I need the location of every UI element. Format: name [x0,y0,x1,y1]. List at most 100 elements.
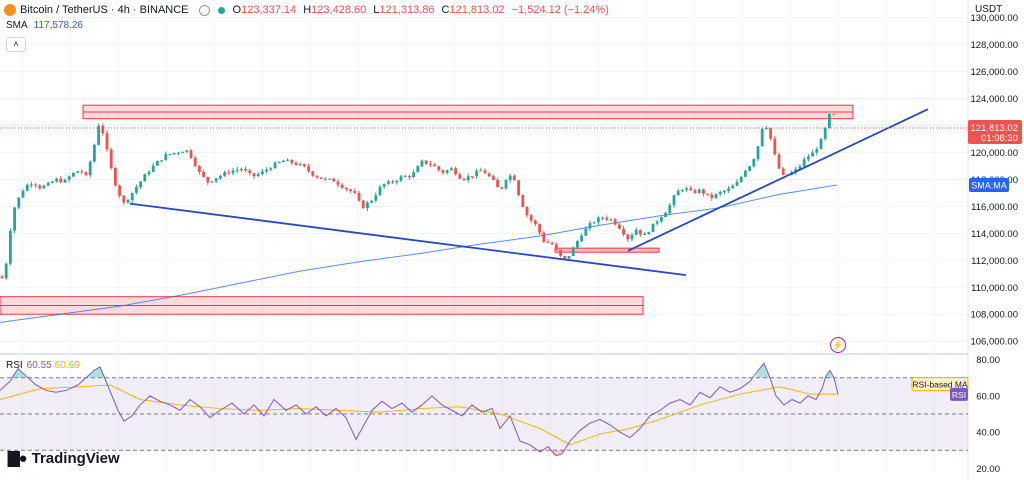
candle-body [109,149,113,169]
candle-body [118,185,121,196]
candle-body [214,178,218,182]
candle-body [248,170,252,174]
candle-body [571,247,575,256]
candle-body [550,242,554,245]
tradingview-logo[interactable]: ▇● TradingView [8,449,120,468]
rsi-overbought-fill [10,368,26,378]
candle-body [156,160,159,166]
candle-body [395,180,399,183]
candle-body [25,184,29,191]
candle-body [59,178,63,183]
candle-body [4,263,8,279]
candle-body [290,159,294,163]
candle-body [391,181,394,183]
candle-body [618,224,621,229]
candle-body [559,249,562,256]
candle-body [420,160,424,167]
candle-body [46,182,50,186]
candle-body [349,189,352,192]
candle-body [105,133,109,150]
candle-body [706,193,709,195]
candle-body [475,171,478,177]
candle-body [441,170,445,173]
price-tick-label: 112,000.00 [971,256,1018,267]
candle-body [756,146,760,160]
candle-body [34,184,37,186]
candle-body [168,154,172,156]
rsi-tick-label: 20.00 [976,464,1000,475]
sma-legend[interactable]: SMA 117,578.26 [6,20,83,31]
rsi-legend[interactable]: RSI 60.55 60.69 [6,360,80,371]
bitcoin-logo-icon [4,4,16,16]
candle-body [282,160,285,163]
candle-body [143,174,147,182]
candle-body [202,171,205,177]
candle-body [689,188,693,191]
ascending-support-trendline [627,108,929,252]
candle-body [412,172,415,177]
candle-body [630,234,634,240]
price-tick-label: 114,000.00 [971,229,1018,240]
price-tick-label: 126,000.00 [970,67,1018,78]
candle-body [676,190,680,196]
candle-body [609,219,613,221]
candle-body [210,181,214,183]
candle-body [807,156,810,160]
candle-body [777,154,781,169]
candle-body [823,127,827,139]
price-tag [968,119,1022,144]
candle-body [802,159,806,167]
candle-body [294,162,298,165]
symbol-title[interactable]: Bitcoin / TetherUS · 4h · BINANCE [20,4,189,16]
candle-body [714,194,718,198]
candle-body [601,217,604,219]
currency-button[interactable]: USDT [975,4,1003,15]
candle-body [93,144,96,162]
candle-body [382,183,386,187]
candle-body [286,159,289,161]
eye-icon[interactable] [198,4,210,16]
rsi-overbought-fill [86,366,106,378]
candle-body [366,202,369,209]
candle-body [723,190,726,193]
candle-body [555,244,558,250]
rsi-tag [950,387,968,401]
candle-body [231,170,235,174]
candle-body [517,180,520,196]
candle-body [261,171,264,174]
candle-body [361,200,365,209]
candle-body [672,195,676,206]
candle-body [38,185,42,189]
candle-body [206,176,210,183]
lightning-icon[interactable]: ⚡ [830,337,846,353]
candle-body [702,189,705,194]
candle-body [508,175,512,180]
candle-body [445,170,449,173]
candle-body [399,176,403,181]
candle-body [563,255,567,259]
candle-body [256,173,260,177]
candle-body [685,188,688,190]
candle-body [781,168,785,175]
candle-body [345,187,348,190]
candle-body [752,159,756,167]
rsi-line [0,362,839,457]
candle-body [13,207,16,231]
candle-body [580,235,583,242]
price-tick-label: 124,000.00 [970,94,1018,105]
candle-body [529,215,533,221]
candle-body [613,219,617,225]
candle-body [307,166,310,172]
candle-body [584,228,588,236]
candle-body [828,113,831,128]
candle-body [219,175,222,179]
candle-body [765,127,768,129]
price-tick-label: 116,000.00 [971,202,1018,213]
candle-body [130,192,134,200]
price-change: −1,524.12 (−1.24%) [511,4,609,16]
collapse-icon[interactable]: ˄ [6,37,26,52]
candle-body [277,162,281,164]
candle-body [710,194,714,198]
